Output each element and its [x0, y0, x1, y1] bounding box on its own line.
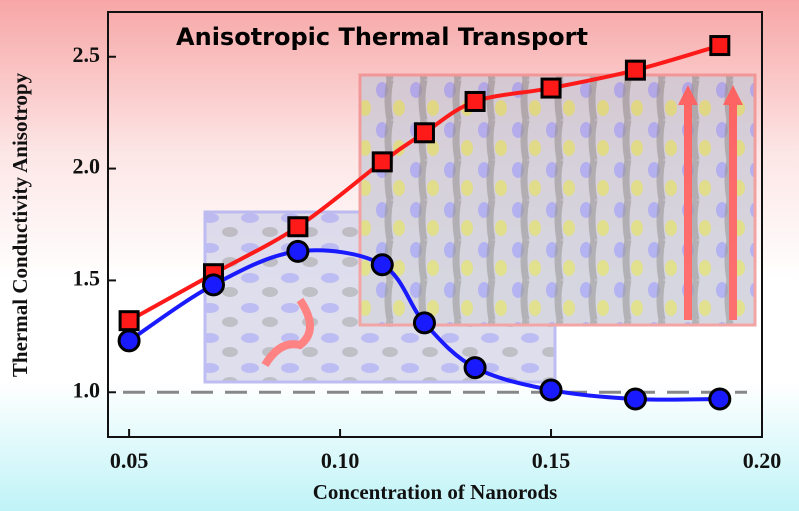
- marker: [287, 216, 309, 238]
- x-tick-label: 0.15: [532, 448, 571, 473]
- x-axis-label: Concentration of Nanorods: [313, 480, 558, 504]
- marker: [539, 378, 563, 402]
- marker: [624, 59, 646, 81]
- x-tick-label: 0.20: [743, 448, 782, 473]
- marker: [413, 122, 435, 144]
- marker: [286, 239, 310, 263]
- marker: [370, 253, 394, 277]
- marker: [709, 35, 731, 57]
- marker: [463, 356, 487, 380]
- marker: [464, 90, 486, 112]
- marker: [412, 311, 436, 335]
- marker: [201, 273, 225, 297]
- y-tick-label: 1.0: [73, 377, 101, 402]
- chart-title: Anisotropic Thermal Transport: [176, 23, 588, 51]
- marker: [623, 387, 647, 411]
- marker: [118, 310, 140, 332]
- marker: [540, 77, 562, 99]
- y-tick-label: 1.5: [73, 265, 101, 290]
- x-tick-label: 0.10: [321, 448, 360, 473]
- y-tick-label: 2.5: [73, 42, 101, 67]
- marker: [708, 387, 732, 411]
- y-axis-label: Thermal Conductivity Anisotropy: [8, 72, 32, 377]
- y-tick-label: 2.0: [73, 154, 101, 179]
- inset-images: [203, 73, 757, 384]
- marker: [117, 329, 141, 353]
- plot-frame: [107, 11, 763, 438]
- x-tick-label: 0.05: [110, 448, 149, 473]
- marker: [371, 151, 393, 173]
